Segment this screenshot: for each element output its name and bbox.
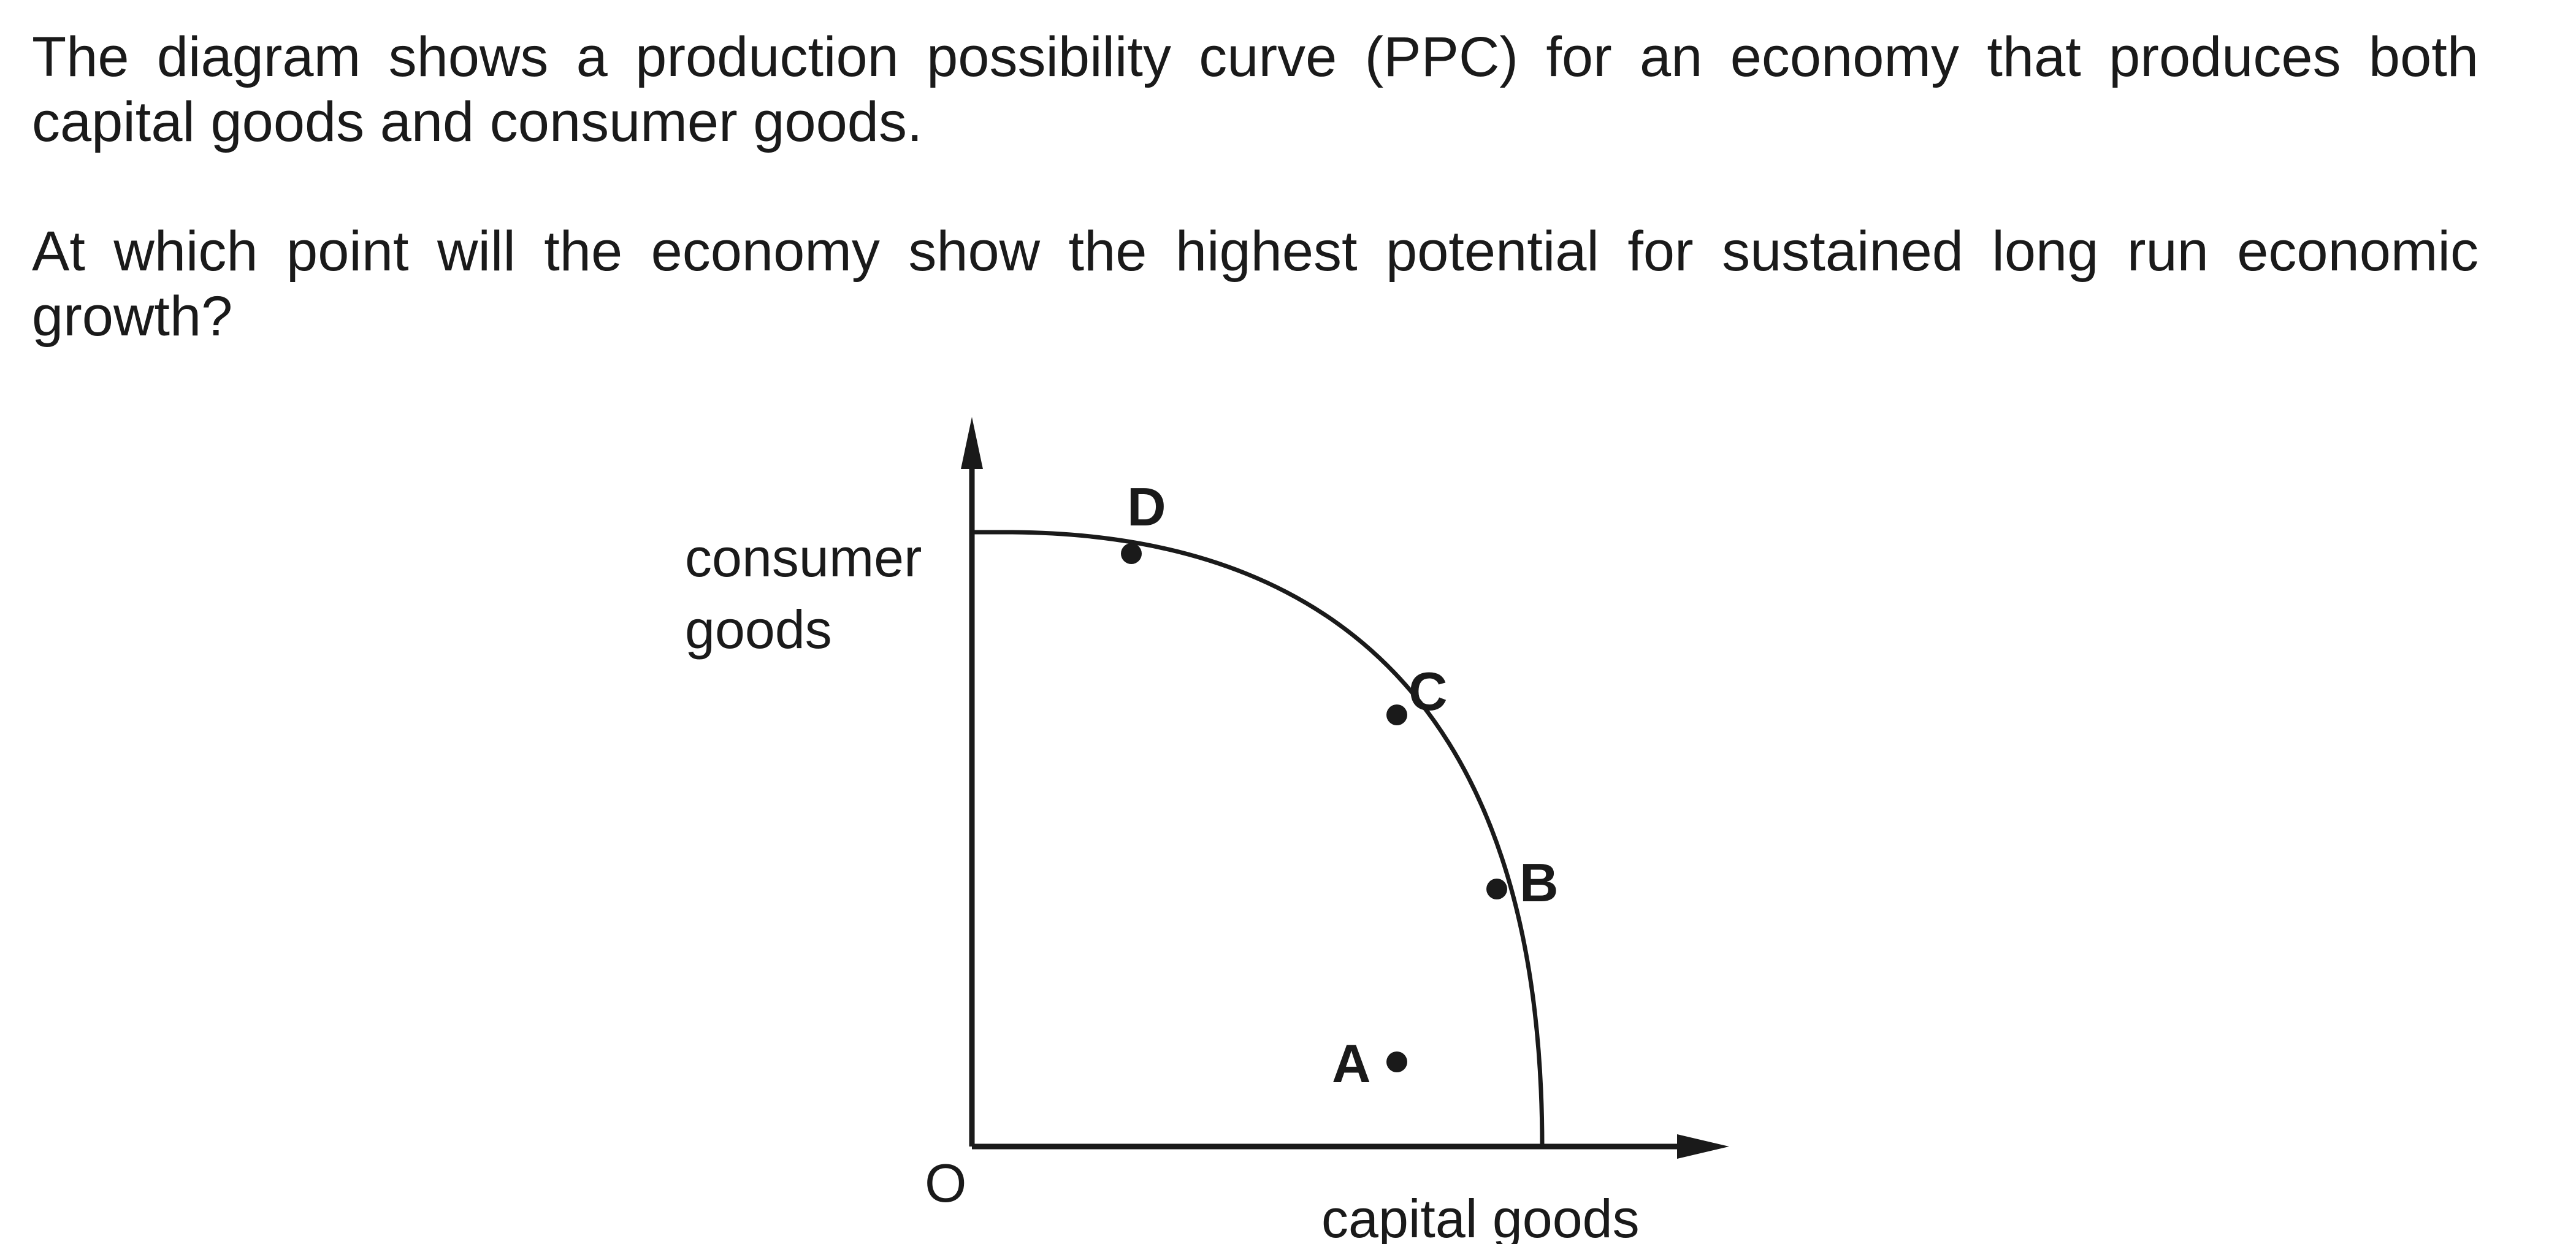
y-axis-label-line2: goods — [685, 599, 832, 660]
point-c-label: C — [1408, 661, 1448, 722]
y-axis-arrowhead — [961, 417, 983, 469]
point-a-marker — [1386, 1051, 1407, 1072]
y-axis-label-line1: consumer — [685, 527, 922, 588]
x-axis-label: capital goods — [1321, 1188, 1640, 1244]
point-b-marker — [1486, 879, 1507, 899]
point-b-label: B — [1519, 852, 1559, 913]
ppc-curve — [972, 532, 1542, 1147]
point-d-marker — [1121, 543, 1142, 564]
point-a-label: A — [1332, 1033, 1371, 1094]
origin-label: O — [925, 1153, 966, 1213]
x-axis-arrowhead — [1677, 1134, 1729, 1159]
point-d-label: D — [1127, 476, 1166, 537]
point-c-marker — [1386, 704, 1407, 725]
